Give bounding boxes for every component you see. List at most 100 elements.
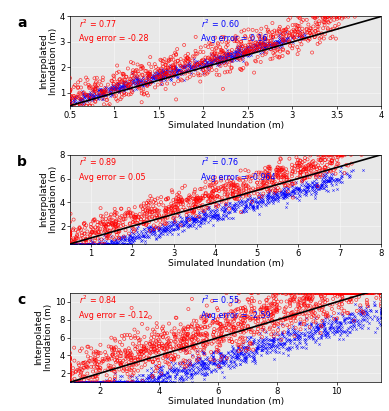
Point: [67, 379, 73, 386]
Point: [341, 328, 347, 335]
Point: [123, 379, 129, 386]
Point: [378, 290, 384, 296]
Point: [120, 83, 126, 89]
Point: [296, 332, 302, 338]
Point: [203, 354, 210, 360]
Point: [296, 185, 302, 191]
Point: [289, 31, 295, 38]
Point: [340, 290, 346, 296]
Point: [202, 210, 208, 216]
Point: [272, 187, 279, 193]
Point: [266, 42, 272, 48]
Point: [276, 290, 282, 296]
Point: [292, 314, 298, 320]
Point: [191, 216, 197, 222]
Point: [244, 313, 250, 320]
Point: [99, 241, 105, 247]
Point: [249, 358, 255, 365]
Point: [191, 221, 197, 227]
Point: [67, 379, 73, 386]
Point: [269, 196, 275, 202]
Point: [123, 74, 130, 80]
Point: [343, 162, 349, 168]
Point: [106, 356, 112, 363]
Point: [285, 24, 291, 30]
Point: [325, 290, 331, 296]
Point: [143, 375, 149, 381]
Point: [324, 329, 331, 335]
Point: [271, 41, 277, 48]
Point: [77, 90, 83, 97]
Point: [305, 174, 311, 180]
Point: [112, 236, 118, 242]
Point: [312, 192, 319, 199]
Point: [210, 56, 216, 63]
Text: $r^2$ = 0.77: $r^2$ = 0.77: [79, 17, 117, 30]
Point: [298, 162, 305, 169]
Point: [187, 360, 193, 367]
Point: [94, 74, 100, 81]
Point: [350, 322, 356, 329]
Point: [280, 171, 286, 178]
Point: [307, 187, 313, 194]
Point: [149, 372, 156, 379]
Point: [154, 324, 160, 330]
Point: [206, 193, 212, 199]
Point: [143, 222, 149, 229]
Point: [141, 226, 147, 233]
Point: [86, 241, 92, 247]
Point: [112, 85, 119, 92]
Point: [81, 241, 87, 247]
Point: [169, 189, 175, 196]
Point: [246, 204, 252, 211]
Point: [219, 54, 225, 60]
Point: [68, 102, 74, 109]
Point: [95, 379, 102, 386]
Point: [182, 326, 188, 332]
Point: [152, 235, 159, 241]
Point: [164, 369, 170, 376]
Point: [121, 237, 128, 244]
Point: [89, 102, 95, 109]
Point: [275, 321, 281, 328]
Point: [154, 331, 160, 338]
Point: [198, 364, 205, 370]
Point: [324, 290, 330, 296]
Point: [345, 313, 352, 320]
Point: [283, 304, 289, 311]
Point: [202, 209, 209, 215]
Point: [236, 50, 242, 56]
Point: [117, 373, 123, 380]
Point: [303, 187, 309, 194]
Point: [112, 221, 118, 228]
Point: [148, 344, 154, 350]
Point: [251, 350, 257, 357]
Point: [151, 231, 158, 238]
Point: [319, 167, 325, 173]
Point: [125, 349, 131, 356]
Point: [275, 164, 281, 171]
Point: [122, 348, 128, 354]
Point: [233, 53, 239, 60]
Point: [278, 298, 284, 305]
Point: [155, 375, 161, 382]
Point: [194, 358, 200, 364]
Point: [184, 341, 190, 347]
Point: [131, 367, 137, 373]
Point: [219, 34, 225, 40]
Point: [276, 164, 282, 171]
Point: [282, 337, 289, 344]
Point: [101, 224, 107, 230]
Point: [217, 58, 223, 65]
Point: [113, 219, 119, 225]
Point: [163, 209, 169, 216]
Point: [328, 35, 334, 42]
Point: [131, 231, 137, 238]
Point: [298, 32, 305, 39]
Point: [342, 14, 348, 20]
Point: [143, 354, 149, 361]
Point: [146, 60, 152, 67]
Point: [240, 345, 246, 352]
Point: [67, 379, 73, 386]
Point: [91, 93, 97, 99]
